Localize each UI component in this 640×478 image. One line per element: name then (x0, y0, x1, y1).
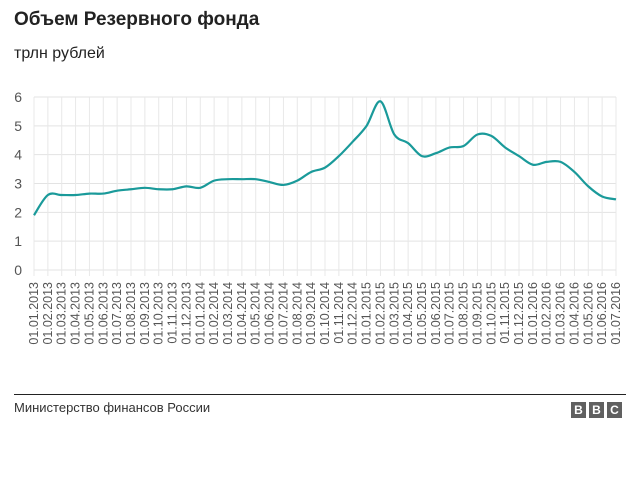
footer-divider (14, 394, 626, 395)
bbc-logo-letter: C (607, 402, 622, 418)
x-tick-label: 01.06.2015 (429, 282, 443, 345)
x-tick-label: 01.11.2013 (166, 282, 180, 344)
y-tick-label: 2 (14, 204, 22, 220)
x-tick-label: 01.01.2015 (360, 282, 374, 345)
x-tick-label: 01.04.2014 (235, 282, 249, 345)
chart-subtitle: трлн рублей (14, 45, 105, 62)
x-tick-label: 01.06.2016 (595, 282, 609, 345)
y-tick-label: 0 (14, 262, 22, 278)
series-line (33, 100, 617, 216)
x-tick-label: 01.04.2016 (567, 282, 581, 345)
x-tick-label: 01.01.2013 (27, 282, 41, 345)
x-tick-label: 01.06.2014 (263, 282, 277, 345)
x-tick-label: 01.02.2016 (540, 282, 554, 345)
series-line-group (33, 100, 617, 216)
x-tick-label: 01.12.2014 (346, 282, 360, 345)
x-tick-label: 01.04.2013 (69, 282, 83, 345)
x-tick-label: 01.10.2015 (484, 282, 498, 345)
x-tick-label: 01.05.2013 (82, 282, 96, 345)
x-tick-label: 01.01.2014 (193, 282, 207, 345)
x-tick-label: 01.05.2016 (581, 282, 595, 345)
bbc-logo-letter: B (571, 402, 586, 418)
x-tick-label: 01.03.2013 (55, 282, 69, 345)
x-tick-label: 01.05.2015 (415, 282, 429, 345)
x-tick-label: 01.09.2013 (138, 282, 152, 345)
chart-title: Объем Резервного фонда (14, 9, 260, 30)
y-tick-label: 3 (14, 176, 22, 192)
source-text: Министерство финансов России (14, 400, 211, 415)
bbc-logo-letter: B (589, 402, 604, 418)
x-tick-label: 01.07.2014 (276, 282, 290, 345)
x-tick-label: 01.03.2016 (554, 282, 568, 345)
x-tick-label: 01.09.2014 (304, 282, 318, 345)
y-axis-ticks: 0 1 2 3 4 5 6 (14, 89, 22, 278)
x-axis-ticks: 01.01.2013 01.02.2013 01.03.2013 01.04.2013… (27, 282, 623, 345)
x-tick-label: 01.04.2015 (401, 282, 415, 345)
x-tick-label: 01.08.2015 (457, 282, 471, 345)
x-tick-label: 01.08.2014 (290, 282, 304, 345)
x-tick-label: 01.12.2015 (512, 282, 526, 345)
x-tick-label: 01.10.2014 (318, 282, 332, 345)
x-tick-label: 01.07.2013 (110, 282, 124, 345)
x-tick-label: 01.03.2015 (387, 282, 401, 345)
x-tick-label: 01.08.2013 (124, 282, 138, 345)
x-tick-label: 01.10.2013 (152, 282, 166, 345)
x-tick-label: 01.02.2014 (207, 282, 221, 345)
x-tick-label: 01.03.2014 (221, 282, 235, 345)
x-tick-label: 01.07.2016 (609, 282, 623, 345)
x-tick-label: 01.07.2015 (443, 282, 457, 345)
x-tick-label: 01.11.2015 (498, 282, 512, 344)
bbc-logo: B B C (571, 402, 622, 418)
x-tick-label: 01.01.2016 (526, 282, 540, 345)
y-tick-label: 5 (14, 118, 22, 134)
gridlines (33, 96, 617, 276)
x-tick-label: 01.02.2013 (41, 282, 55, 345)
x-tick-label: 01.11.2014 (332, 282, 346, 344)
y-tick-label: 1 (14, 233, 22, 249)
x-tick-label: 01.05.2014 (249, 282, 263, 345)
x-tick-label: 01.06.2013 (96, 282, 110, 345)
x-tick-label: 01.12.2013 (179, 282, 193, 345)
y-tick-label: 4 (14, 147, 22, 163)
x-tick-label: 01.09.2015 (470, 282, 484, 345)
y-tick-label: 6 (14, 89, 22, 105)
x-tick-label: 01.02.2015 (373, 282, 387, 345)
